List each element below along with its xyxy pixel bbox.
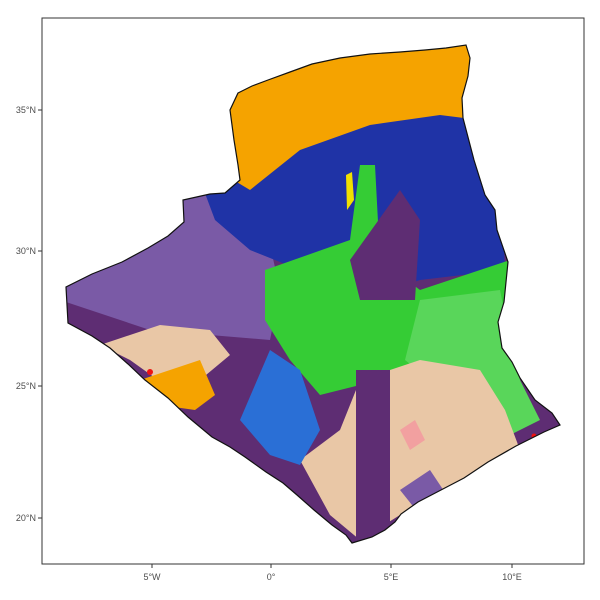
y-tick-label: 20°N <box>16 513 36 523</box>
region-pink-patch <box>400 420 425 450</box>
panel-border <box>41 17 585 565</box>
region-yellow-patch <box>346 172 354 210</box>
region-north-orange <box>225 45 480 190</box>
country-outline <box>65 44 561 544</box>
region-red-patch <box>147 369 153 375</box>
y-axis: 35°N 30°N 25°N 20°N <box>16 105 42 523</box>
geology-regions <box>66 45 560 543</box>
x-axis: 5°W 0° 5°E 10°E <box>143 564 522 582</box>
x-tick-label: 5°E <box>384 572 399 582</box>
region-purple-strip <box>356 370 390 543</box>
y-tick-label: 35°N <box>16 105 36 115</box>
x-tick-label: 0° <box>267 572 276 582</box>
y-tick-label: 25°N <box>16 381 36 391</box>
x-tick-label: 5°W <box>143 572 161 582</box>
y-tick-label: 30°N <box>16 246 36 256</box>
region-purple-wedge <box>350 190 420 300</box>
x-tick-label: 10°E <box>502 572 522 582</box>
region-skyblue <box>240 350 320 465</box>
